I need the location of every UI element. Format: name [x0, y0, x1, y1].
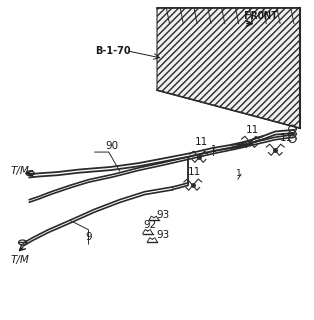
Text: 11: 11 — [280, 132, 293, 142]
Text: T/M: T/M — [10, 255, 29, 265]
Text: B-1-70: B-1-70 — [95, 45, 130, 56]
Text: 92: 92 — [143, 220, 156, 230]
Text: 9: 9 — [85, 232, 92, 243]
Text: 11: 11 — [246, 125, 259, 135]
Text: 1: 1 — [210, 145, 216, 154]
Text: 1: 1 — [236, 169, 242, 178]
Text: FRONT: FRONT — [244, 11, 278, 21]
Polygon shape — [157, 8, 300, 128]
Text: 11: 11 — [194, 137, 208, 147]
Text: 90: 90 — [106, 141, 119, 151]
Text: 93: 93 — [156, 230, 170, 240]
Text: 11: 11 — [188, 167, 201, 178]
Text: 93: 93 — [156, 210, 170, 220]
Text: T/M: T/M — [10, 166, 29, 176]
